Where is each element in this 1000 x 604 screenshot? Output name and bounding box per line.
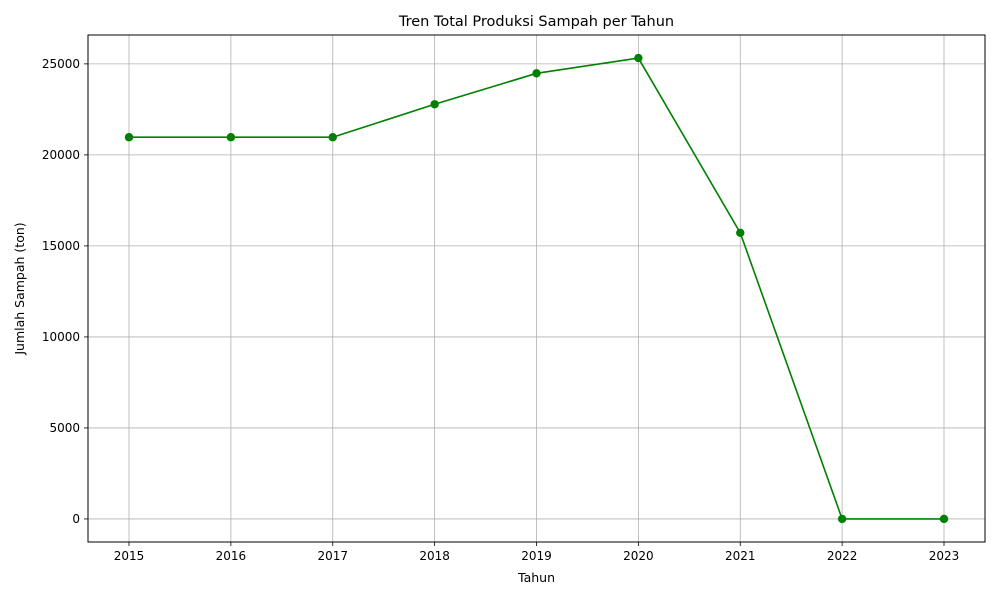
data-point — [124, 133, 134, 142]
y-axis-ticks: 0 5000 10000 15000 20000 25000 — [42, 57, 88, 526]
data-point — [226, 133, 236, 142]
data-point — [532, 69, 541, 78]
y-tick-label: 0 — [72, 512, 80, 526]
y-axis-label: Jumlah Sampah (ton) — [12, 222, 27, 355]
y-tick-label: 15000 — [42, 239, 80, 253]
y-tick-label: 10000 — [42, 330, 80, 344]
y-tick-label: 5000 — [49, 421, 80, 435]
x-tick-label: 2023 — [929, 549, 960, 563]
x-axis-label: Tahun — [517, 570, 555, 585]
x-tick-label: 2015 — [114, 549, 145, 563]
data-point — [634, 53, 643, 63]
x-tick-label: 2019 — [521, 549, 552, 563]
data-point — [736, 228, 745, 237]
series-layer — [124, 53, 949, 524]
y-tick-label: 25000 — [42, 57, 80, 71]
x-tick-label: 2018 — [419, 549, 450, 563]
x-axis-ticks: 2015 2016 2017 2018 2019 2020 2021 2022 2023 — [114, 542, 960, 563]
data-point — [430, 100, 439, 109]
chart-title: Tren Total Produksi Sampah per Tahun — [398, 14, 674, 30]
x-tick-label: 2017 — [317, 549, 348, 563]
data-point — [939, 514, 949, 524]
x-tick-label: 2022 — [827, 549, 858, 563]
y-tick-label: 20000 — [42, 148, 80, 162]
grid-lines — [88, 35, 985, 542]
x-tick-label: 2016 — [216, 549, 247, 563]
x-tick-label: 2021 — [725, 549, 756, 563]
data-point — [837, 514, 847, 524]
data-point — [328, 133, 337, 142]
x-tick-label: 2020 — [623, 549, 654, 563]
